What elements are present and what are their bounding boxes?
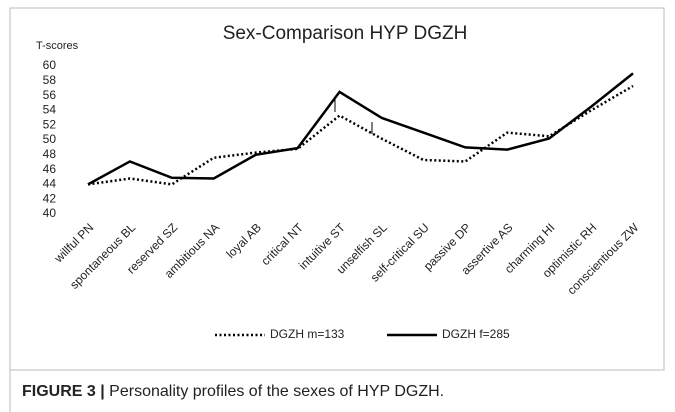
x-tick-label: loyal AB	[223, 220, 264, 261]
y-tick-label: 56	[43, 88, 57, 102]
legend-label: DGZH f=285	[442, 327, 510, 341]
y-tick-label: 52	[43, 117, 57, 131]
y-tick-label: 44	[43, 177, 57, 191]
chart-title: Sex-Comparison HYP DGZH	[223, 23, 468, 44]
y-tick-label: 50	[43, 132, 57, 146]
y-tick-label: 46	[43, 162, 57, 176]
legend-label: DGZH m=133	[270, 327, 345, 341]
caption-label: FIGURE 3 |	[22, 383, 105, 400]
y-axis-label: T-scores	[36, 40, 79, 52]
y-tick-label: 54	[43, 103, 57, 117]
x-tick-label: conscientious ZW	[564, 220, 641, 297]
y-tick-label: 42	[43, 191, 57, 205]
caption: FIGURE 3 | Personality profiles of the s…	[22, 383, 444, 400]
y-tick-label: 48	[43, 147, 57, 161]
series-line	[87, 72, 634, 186]
y-tick-label: 58	[43, 73, 57, 87]
chart-border	[9, 7, 665, 371]
y-tick-label: 40	[43, 206, 57, 220]
caption-text: Personality profiles of the sexes of HYP…	[109, 383, 444, 400]
y-tick-label: 60	[43, 58, 57, 72]
series-line	[87, 84, 634, 186]
